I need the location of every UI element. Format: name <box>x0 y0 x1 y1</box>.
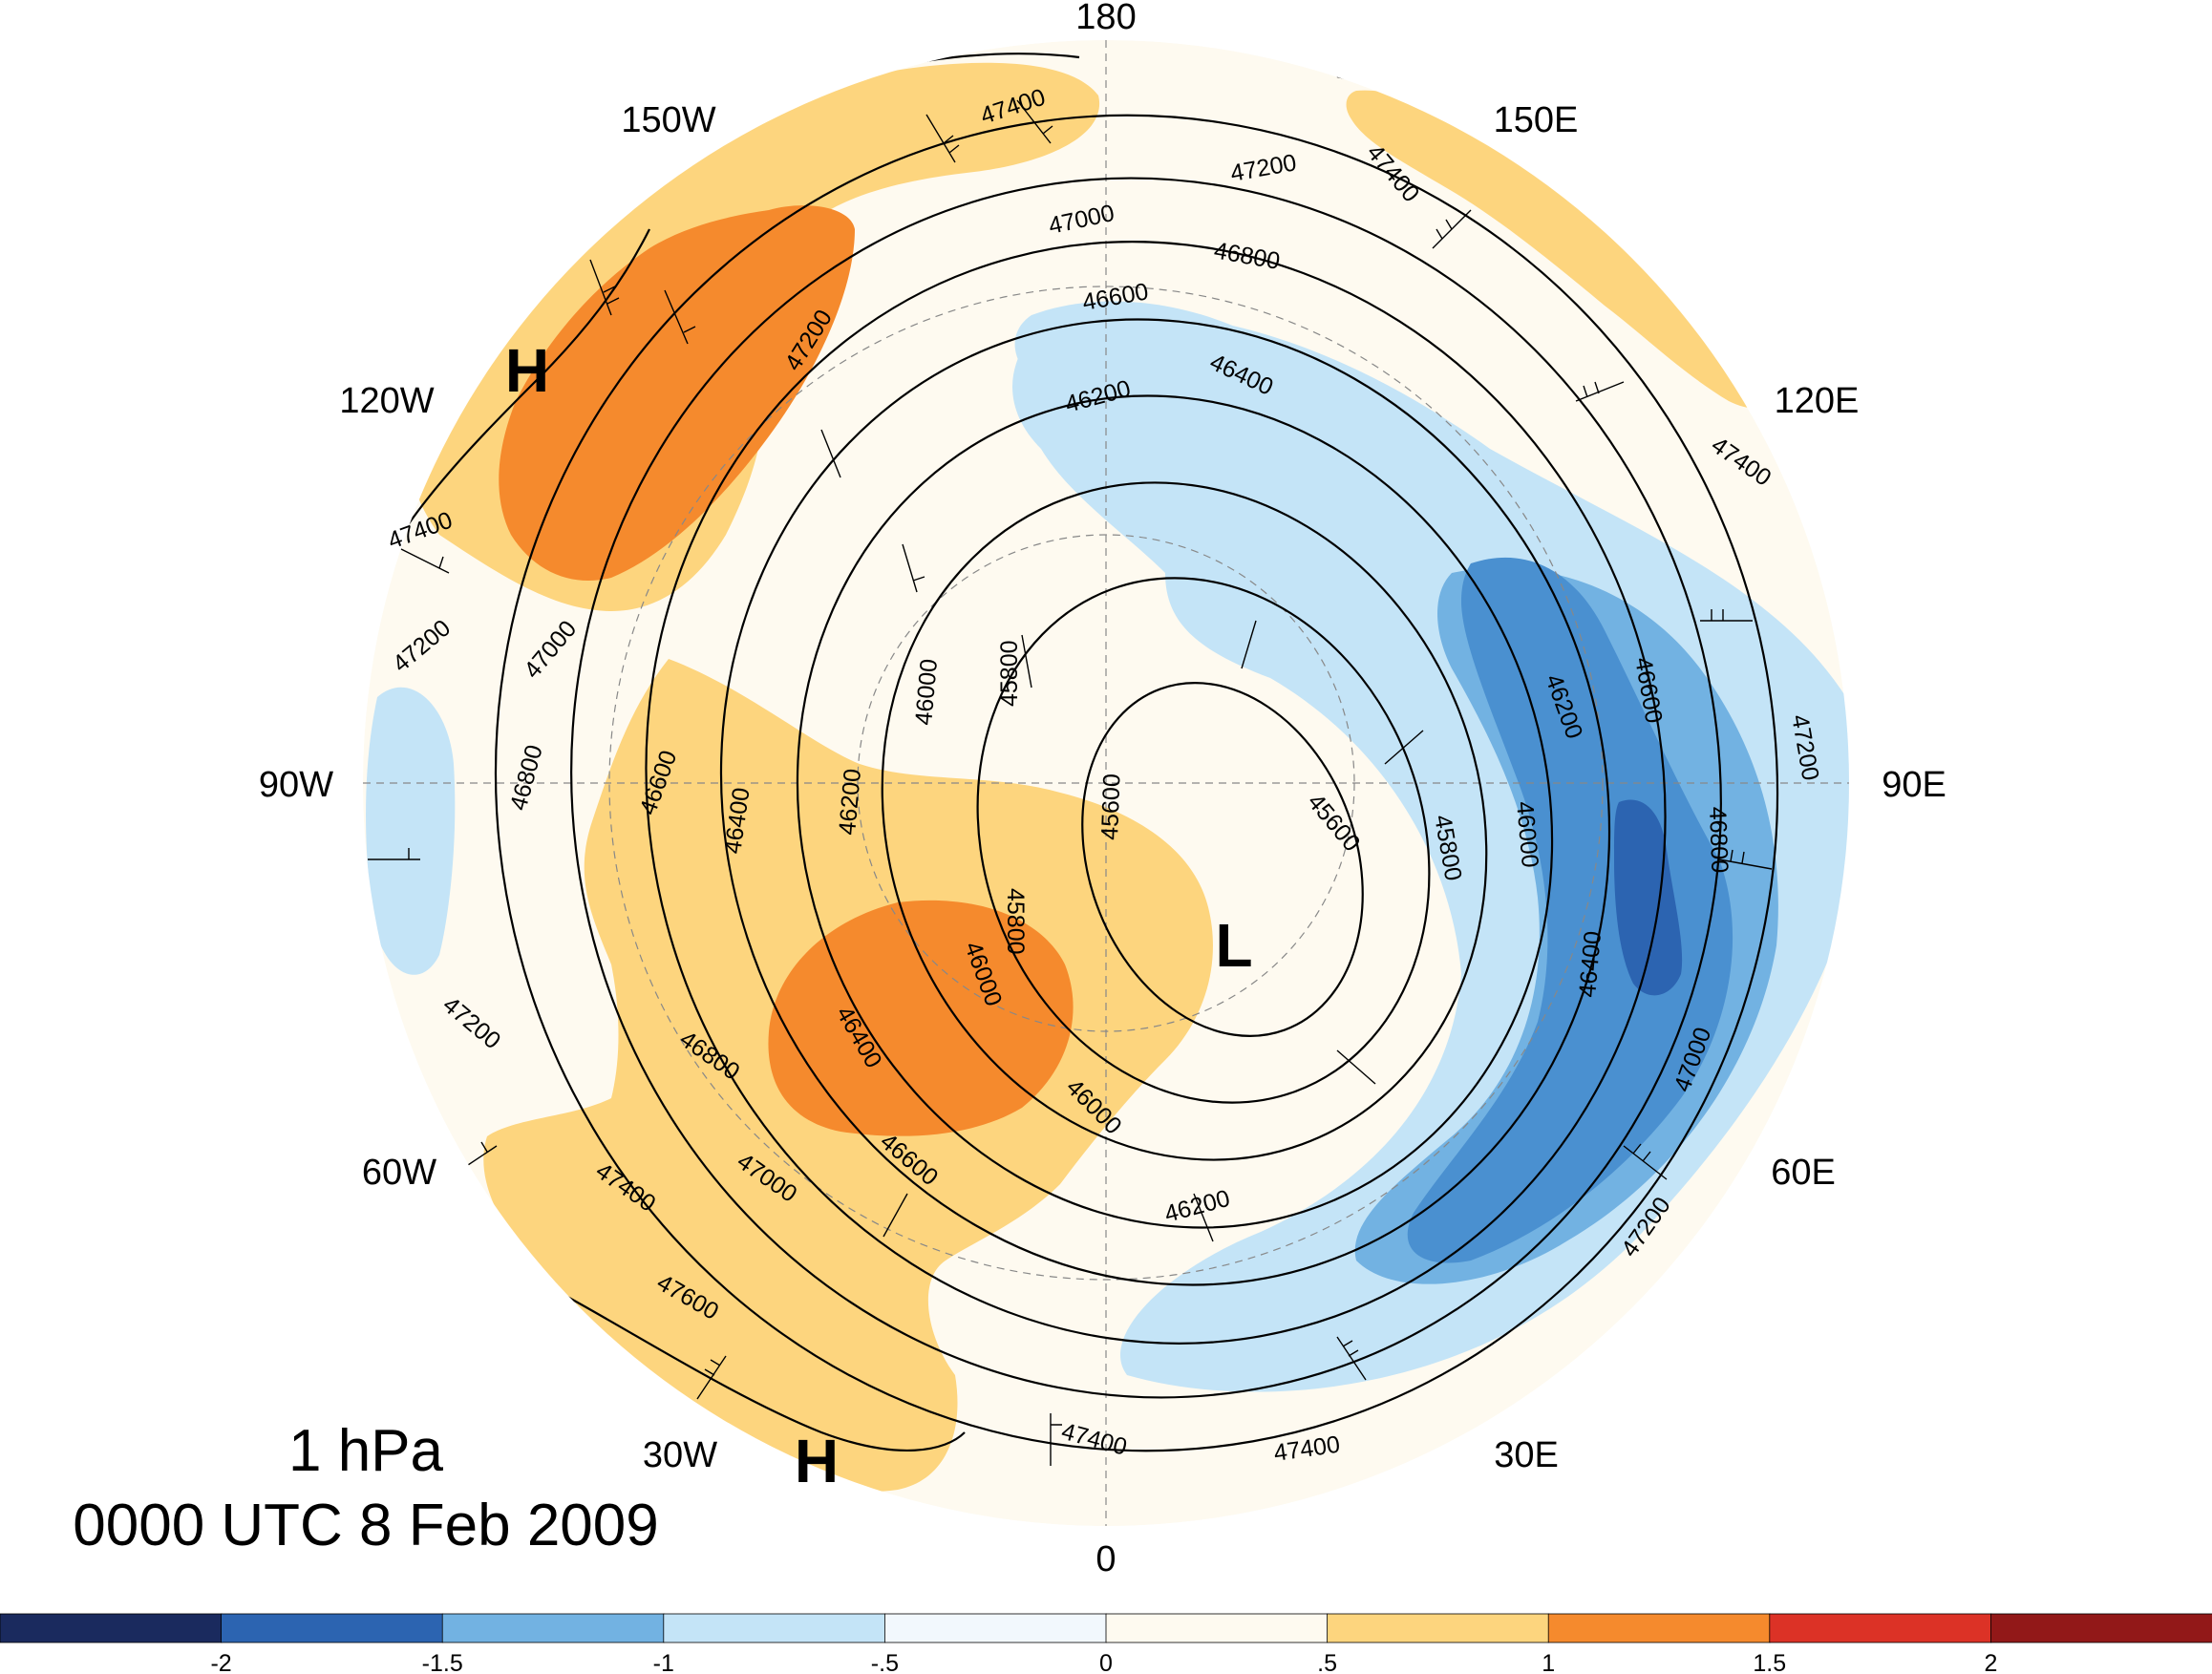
contour-label: 45800 <box>1002 888 1029 955</box>
colorbar-swatch <box>1327 1613 1550 1643</box>
lon-label-150w: 150W <box>621 100 715 140</box>
figure-caption: 1 hPa 0000 UTC 8 Feb 2009 <box>73 1418 659 1558</box>
contour-label: 46200 <box>834 768 866 837</box>
colorbar-swatch <box>1769 1613 1992 1643</box>
colorbar-swatch <box>884 1613 1107 1643</box>
wind-barbs <box>368 99 1773 1466</box>
negative-anomaly-west-region <box>366 687 456 975</box>
positive-anomaly-strong-pacific-region <box>499 205 855 582</box>
lon-label-60w: 60W <box>362 1153 436 1193</box>
map-disk <box>363 40 1849 1526</box>
colorbar-swatch <box>1989 1613 2212 1643</box>
colorbar-tick-label: -1.5 <box>422 1650 463 1674</box>
lon-label-60e: 60E <box>1771 1153 1836 1193</box>
high-marker-atlantic: H <box>795 1427 839 1495</box>
colorbar-swatch <box>0 1613 223 1643</box>
lon-label-120e: 120E <box>1775 381 1860 421</box>
longitude-labels: 180 150W 150E 120W 120E 90W 90E 60W 60E … <box>259 0 1946 1579</box>
colorbar-swatch <box>221 1613 444 1643</box>
lon-label-90w: 90W <box>259 765 333 805</box>
low-marker-europe: L <box>1215 911 1252 980</box>
colorbar-tick-label: -2 <box>210 1650 231 1674</box>
contour-label: 46000 <box>910 658 943 727</box>
colorbar-tick-label: 2 <box>1984 1650 1997 1674</box>
caption-level: 1 hPa <box>288 1418 444 1484</box>
lon-label-30w: 30W <box>643 1435 717 1475</box>
colorbar-tick-label: -1 <box>653 1650 674 1674</box>
lon-label-90e: 90E <box>1882 765 1946 805</box>
colorbar-tick-label: .5 <box>1317 1650 1337 1674</box>
positive-anomaly-east-pacific-region <box>1346 90 1783 409</box>
contour-label: 46000 <box>1511 800 1543 869</box>
colorbar-tick-label: 1 <box>1542 1650 1555 1674</box>
high-marker-pacific: H <box>505 336 549 405</box>
pressure-centers: H L H <box>505 336 1253 1495</box>
colorbar-swatch <box>1547 1613 1771 1643</box>
colorbar: -2 -1.5 -1 -.5 0 .5 1 1.5 2 <box>0 1613 2212 1674</box>
caption-time: 0000 UTC 8 Feb 2009 <box>73 1493 659 1558</box>
colorbar-swatch <box>663 1613 886 1643</box>
colorbar-tick-label: 1.5 <box>1753 1650 1786 1674</box>
lon-label-0: 0 <box>1095 1539 1116 1579</box>
colorbar-swatches <box>0 1613 2212 1643</box>
contour-label: 46400 <box>1574 930 1606 999</box>
colorbar-swatch <box>1105 1613 1329 1643</box>
lon-label-180: 180 <box>1075 0 1136 37</box>
contour-label: 46800 <box>1704 806 1733 873</box>
graticule <box>363 40 1849 1526</box>
lon-label-30e: 30E <box>1494 1435 1559 1475</box>
contour-label: 45600 <box>1096 773 1125 840</box>
colorbar-tick-label: -.5 <box>871 1650 899 1674</box>
negative-anomaly-north-region <box>1014 301 1285 414</box>
positive-anomaly-strong-atlantic-region <box>768 900 1074 1136</box>
contour-label: 45800 <box>996 640 1023 707</box>
lon-label-150e: 150E <box>1494 100 1579 140</box>
negative-anomaly-strong-region <box>1407 557 1733 1263</box>
colorbar-labels: -2 -1.5 -1 -.5 0 .5 1 1.5 2 <box>210 1650 1997 1674</box>
colorbar-tick-label: 0 <box>1099 1650 1113 1674</box>
lon-label-120w: 120W <box>339 381 434 421</box>
colorbar-swatch <box>441 1613 665 1643</box>
